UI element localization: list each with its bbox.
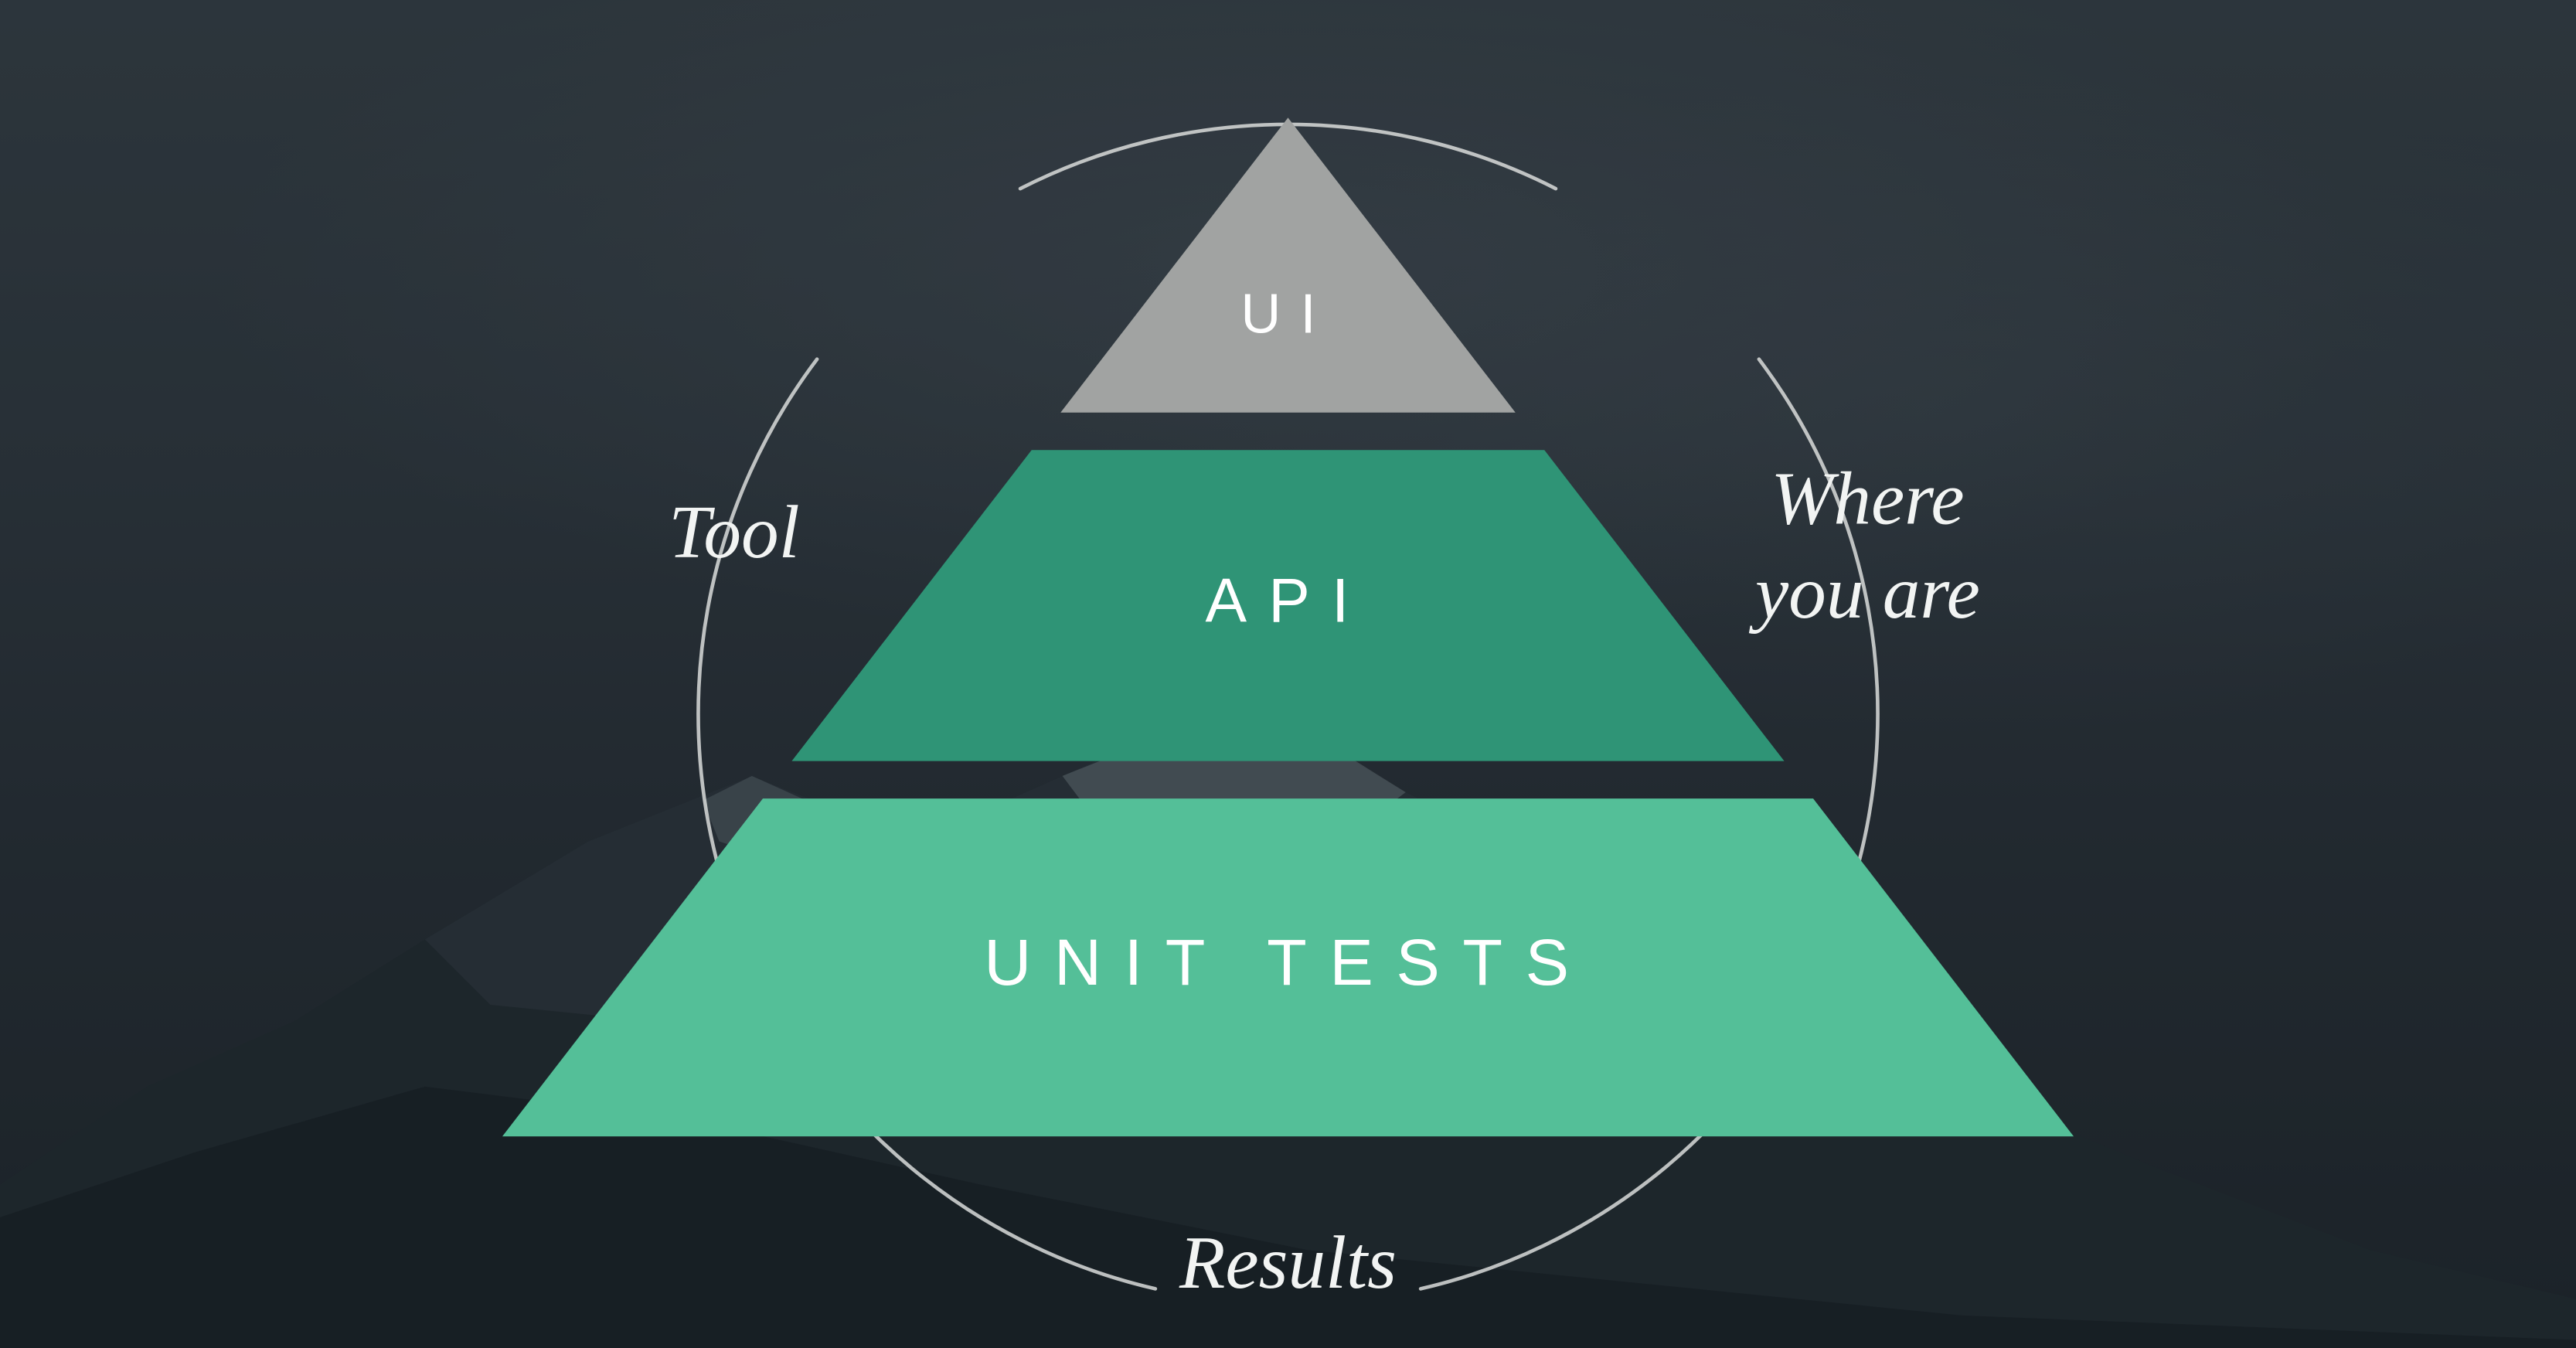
pyramid-label-api: API <box>1206 567 1371 636</box>
diagram-stage: UI API UNIT TESTS Tool Where you are Results <box>0 0 2576 1348</box>
side-label-where-line1: Where <box>1771 457 1964 540</box>
pyramid-label-unit: UNIT TESTS <box>984 925 1591 999</box>
pyramid-layer-ui <box>1060 117 1516 413</box>
side-label-tool: Tool <box>669 491 799 574</box>
side-label-where-line2: you are <box>1748 551 1980 635</box>
side-label-results: Results <box>1179 1221 1397 1305</box>
pyramid-label-ui: UI <box>1240 284 1335 346</box>
pyramid-diagram: UI API UNIT TESTS Tool Where you are Results <box>0 0 2576 1348</box>
